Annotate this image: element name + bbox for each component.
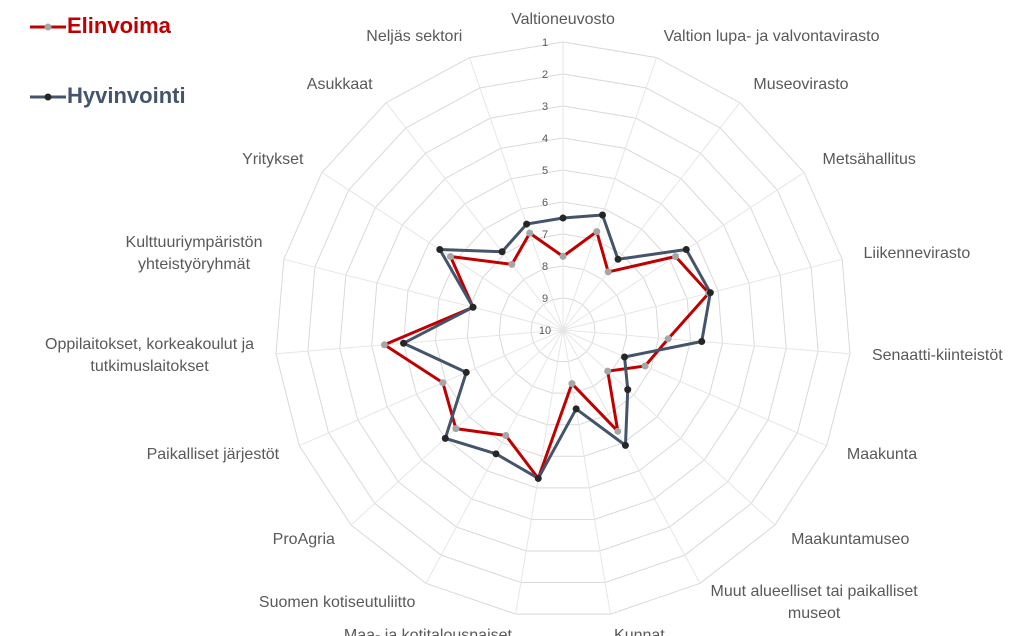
marker (452, 425, 460, 433)
category-label: Senaatti-kiinteistöt (871, 346, 1003, 364)
marker (664, 335, 672, 343)
category-label: Suomen kotiseutuliitto (258, 593, 416, 611)
tick-label: 8 (542, 261, 548, 273)
marker (572, 405, 580, 413)
marker (502, 432, 510, 440)
marker (492, 450, 500, 458)
category-label: Museovirasto (753, 76, 849, 94)
marker (523, 220, 531, 228)
category-label: Maa- ja kotitalousnaiset (343, 626, 512, 636)
marker (559, 252, 567, 260)
spoke (299, 329, 564, 447)
grid-ring (466, 233, 660, 426)
marker (672, 252, 680, 260)
category-label: Asukkaat (306, 76, 373, 94)
grid-ring (498, 265, 628, 394)
marker (624, 386, 632, 394)
marker (593, 228, 601, 236)
series-line (382, 230, 711, 480)
spoke (283, 258, 564, 331)
spoke (562, 329, 827, 447)
category-label: Maakunta (846, 445, 918, 463)
marker (604, 268, 612, 276)
tick-label: 2 (542, 69, 548, 81)
marker (498, 248, 506, 256)
marker (400, 339, 408, 347)
tick-label: 4 (542, 133, 548, 145)
marker (559, 214, 567, 222)
tick-label: 1 (542, 37, 548, 49)
category-label: Kulttuuriympäristön yhteistyöryhmät (125, 233, 263, 273)
grid-ring (371, 137, 755, 520)
marker (621, 353, 629, 361)
spoke (562, 329, 776, 526)
spoke (469, 57, 564, 331)
marker (446, 252, 454, 260)
category-label: Valtioneuvosto (511, 11, 615, 28)
spoke (562, 329, 611, 615)
marker (614, 427, 622, 435)
marker (604, 367, 612, 375)
category-label: Paikalliset järjestöt (146, 445, 280, 463)
category-label: Yritykset (242, 151, 304, 169)
category-label: Muut alueelliset tai paikalliset museot (710, 582, 918, 622)
category-label: ProAgria (272, 530, 335, 548)
category-label: Kunnat (614, 626, 665, 636)
marker (621, 441, 629, 449)
category-label: Liikennevirasto (863, 244, 971, 262)
legend-label: Hyvinvointi (67, 83, 186, 108)
grid-ring (339, 105, 787, 552)
grid-ring (403, 169, 723, 489)
category-label: Neljäs sektori (366, 27, 463, 45)
tick-label: 6 (542, 197, 548, 209)
marker (698, 337, 706, 345)
marker (441, 434, 449, 442)
legend-label: Elinvoima (67, 13, 171, 38)
grid-ring (275, 41, 851, 615)
tick-label: 9 (542, 293, 548, 305)
spoke (385, 102, 564, 331)
marker (598, 211, 606, 219)
marker (534, 474, 542, 482)
marker (641, 362, 649, 370)
grid-ring (530, 297, 596, 363)
marker (614, 255, 622, 263)
spoke (562, 57, 657, 331)
legend-marker (44, 93, 52, 101)
marker (568, 380, 576, 388)
tick-label: 10 (539, 325, 551, 337)
tick-label: 5 (542, 165, 548, 177)
marker (462, 368, 470, 376)
category-label: Metsähallitus (822, 151, 916, 169)
marker (439, 379, 447, 387)
spoke (275, 329, 564, 355)
category-label: Valtion lupa- ja valvontavirasto (663, 27, 880, 45)
spoke (562, 329, 851, 355)
marker (682, 245, 690, 253)
tick-label: 3 (542, 101, 548, 113)
spoke (562, 258, 843, 331)
tick-label: 7 (542, 229, 548, 241)
marker (469, 303, 477, 311)
marker (706, 289, 714, 297)
legend-marker (44, 23, 52, 31)
marker (380, 341, 388, 349)
marker (526, 229, 534, 237)
marker (436, 245, 444, 253)
category-label: Maakuntamuseo (791, 530, 910, 548)
marker (508, 260, 516, 268)
category-label: Oppilaitokset, korkeakoulut ja tutkimusl… (45, 335, 255, 375)
spoke (562, 102, 741, 331)
grid-ring (434, 201, 692, 457)
series-line (402, 213, 712, 480)
grid-ring (307, 73, 819, 584)
spoke (562, 329, 701, 584)
